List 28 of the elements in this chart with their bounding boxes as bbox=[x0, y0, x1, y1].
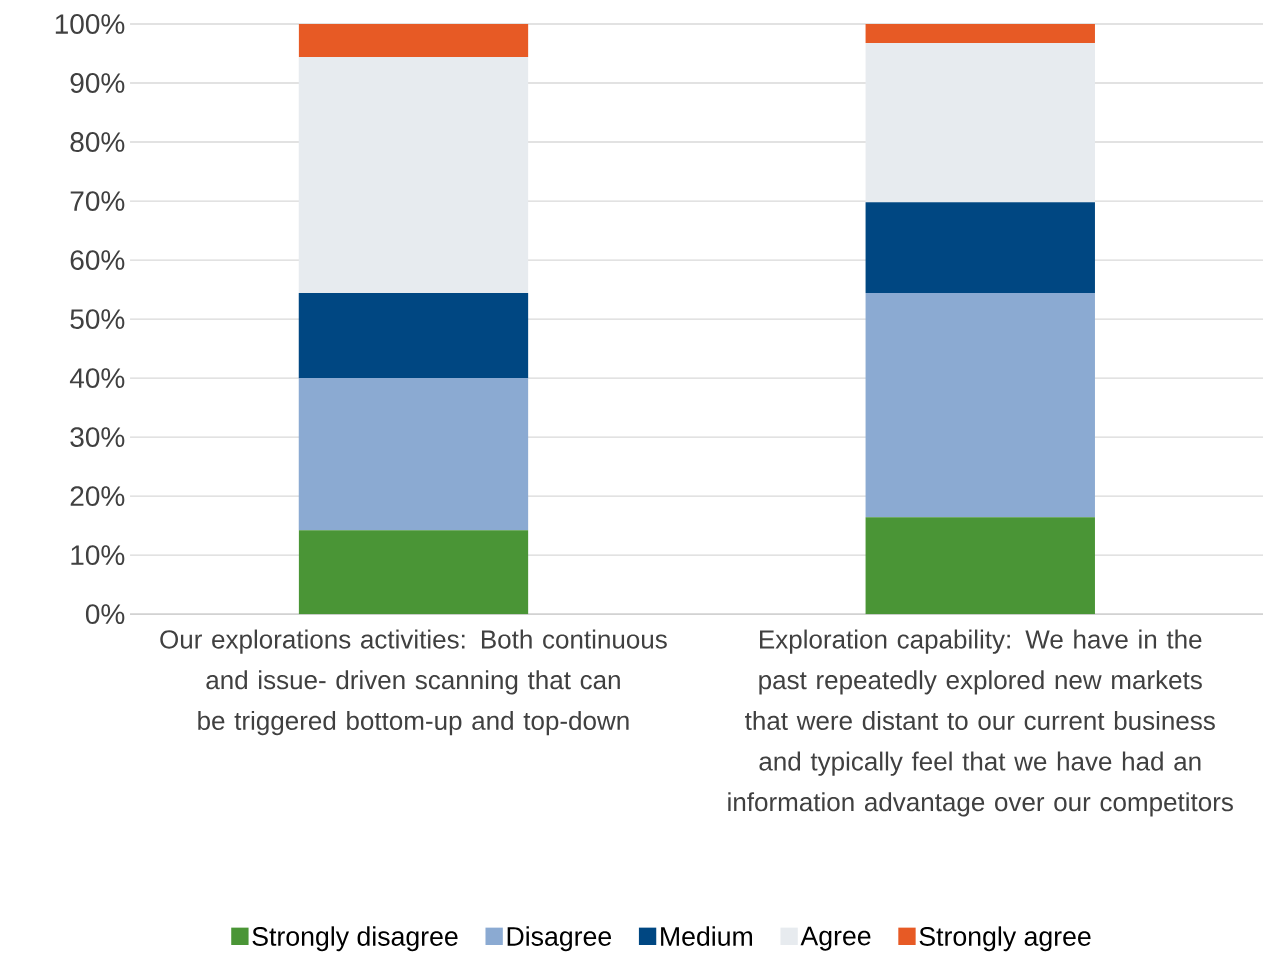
y-tick-label: 60% bbox=[70, 250, 125, 271]
bar bbox=[298, 57, 529, 294]
y-tick-label: 30% bbox=[70, 427, 125, 448]
x-tick-label: Our explorations activities: Both continuous and issue- driven scanning that can be triggered bottom-up and top-down bbox=[160, 629, 667, 736]
legend-label: Disagree bbox=[507, 926, 612, 952]
bar bbox=[865, 293, 1095, 518]
y-tick-label: 90% bbox=[70, 73, 125, 94]
y-tick-label: 40% bbox=[69, 368, 125, 389]
y-tick-label: 80% bbox=[70, 132, 125, 153]
legend-label: Medium bbox=[661, 926, 752, 947]
y-tick-label: 50% bbox=[70, 309, 125, 330]
y-tick-label: 0% bbox=[85, 604, 125, 625]
y-tick-label: 100% bbox=[55, 14, 125, 35]
y-tick-label: 10% bbox=[71, 545, 125, 566]
legend-label: Strongly disagree bbox=[252, 926, 458, 952]
bar bbox=[298, 293, 529, 379]
bar bbox=[865, 517, 1095, 615]
legend-label: Strongly agree bbox=[919, 926, 1091, 952]
bar bbox=[865, 43, 1095, 203]
bar bbox=[298, 24, 529, 58]
x-tick-label: Exploration capability: We have in the past repeatedly explored new markets that were distant to our current business and typically feel that we have had an information advantage over our competitors bbox=[728, 629, 1233, 817]
legend-label: Agree bbox=[800, 927, 871, 951]
bar bbox=[298, 530, 529, 615]
bar bbox=[865, 24, 1095, 44]
bar bbox=[298, 378, 529, 531]
bar bbox=[865, 202, 1095, 294]
y-tick-label: 70% bbox=[70, 191, 125, 212]
y-tick-label: 20% bbox=[70, 486, 125, 507]
